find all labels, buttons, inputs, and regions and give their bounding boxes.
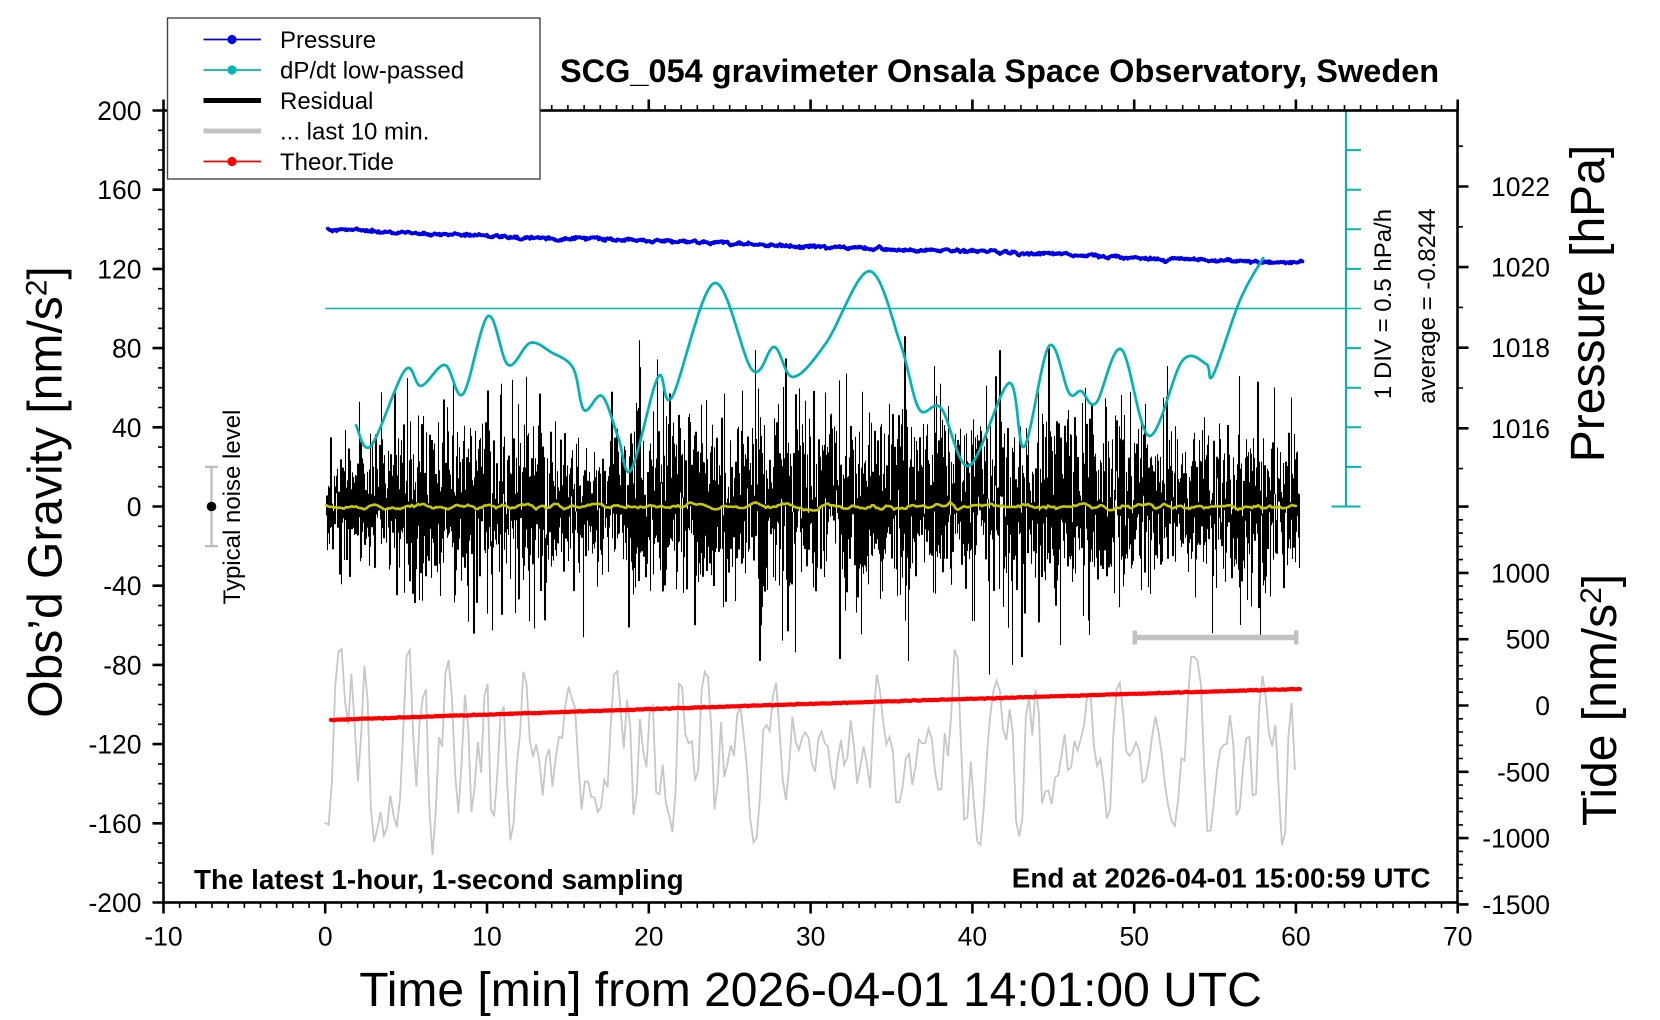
svg-text:Pressure [hPa]: Pressure [hPa]	[1562, 145, 1615, 462]
svg-text:1016: 1016	[1491, 414, 1550, 444]
svg-text:120: 120	[97, 254, 141, 284]
svg-text:10: 10	[472, 922, 501, 952]
svg-text:SCG_054 gravimeter Onsala Spac: SCG_054 gravimeter Onsala Space Observat…	[560, 53, 1439, 89]
svg-text:50: 50	[1119, 922, 1148, 952]
svg-text:1000: 1000	[1491, 558, 1550, 588]
svg-text:Time [min] from 2026-04-01 14:: Time [min] from 2026-04-01 14:01:00 UTC	[359, 964, 1262, 1017]
svg-text:average = -0.8244: average = -0.8244	[1414, 208, 1441, 403]
svg-text:dP/dt low-passed: dP/dt low-passed	[280, 58, 464, 85]
svg-text:160: 160	[97, 175, 141, 205]
svg-text:Residual: Residual	[280, 88, 373, 115]
svg-text:-1000: -1000	[1482, 824, 1550, 854]
svg-text:-10: -10	[144, 922, 182, 952]
svg-text:-80: -80	[103, 650, 141, 680]
svg-text:1020: 1020	[1491, 253, 1550, 283]
svg-text:Obs’d Gravity [nm/s2]: Obs’d Gravity [nm/s2]	[20, 266, 73, 717]
svg-text:20: 20	[634, 922, 663, 952]
svg-text:End at 2026-04-01 15:00:59 UTC: End at 2026-04-01 15:00:59 UTC	[1012, 863, 1431, 894]
svg-text:200: 200	[97, 96, 141, 126]
svg-text:60: 60	[1281, 922, 1310, 952]
svg-text:-40: -40	[103, 571, 141, 601]
svg-text:0: 0	[1535, 691, 1550, 721]
svg-text:Theor.Tide: Theor.Tide	[280, 149, 394, 176]
svg-text:Typical noise level: Typical noise level	[219, 410, 246, 605]
svg-text:Pressure: Pressure	[280, 27, 376, 54]
svg-text:-500: -500	[1497, 757, 1550, 787]
svg-text:70: 70	[1443, 922, 1472, 952]
svg-text:1018: 1018	[1491, 333, 1550, 363]
svg-text:-200: -200	[88, 888, 141, 918]
svg-text:500: 500	[1506, 625, 1550, 655]
svg-text:The latest 1-hour, 1-second sa: The latest 1-hour, 1-second sampling	[194, 864, 684, 895]
svg-text:80: 80	[112, 334, 141, 364]
svg-text:0: 0	[318, 922, 333, 952]
svg-text:1 DIV = 0.5 hPa/h: 1 DIV = 0.5 hPa/h	[1370, 209, 1397, 399]
svg-text:Tide [nm/s2]: Tide [nm/s2]	[1574, 574, 1627, 826]
svg-text:-120: -120	[88, 730, 141, 760]
svg-text:30: 30	[796, 922, 825, 952]
svg-text:-160: -160	[88, 809, 141, 839]
svg-text:40: 40	[958, 922, 987, 952]
svg-text:0: 0	[127, 492, 142, 522]
svg-text:1022: 1022	[1491, 172, 1550, 202]
svg-text:-1500: -1500	[1482, 890, 1550, 920]
svg-text:40: 40	[112, 413, 141, 443]
svg-text:... last 10 min.: ... last 10 min.	[280, 119, 429, 146]
